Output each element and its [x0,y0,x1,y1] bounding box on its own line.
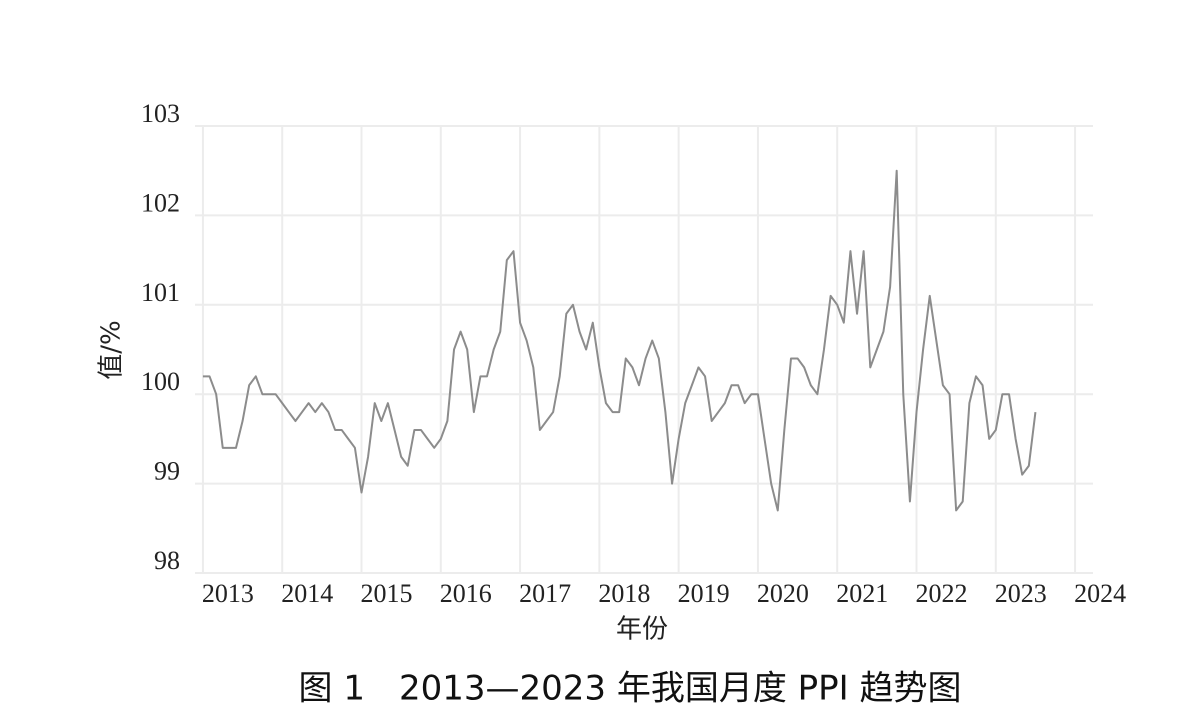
x-tick-label: 2013 [202,579,254,608]
x-tick-label: 2017 [519,579,571,608]
x-tick-label: 2016 [440,579,492,608]
y-tick-label: 103 [141,99,180,128]
y-tick-label: 98 [154,546,180,575]
y-tick-label: 100 [141,367,180,396]
chart-title: 图 1 2013—2023 年我国月度 PPI 趋势图 [299,669,962,709]
y-axis-title: 值/% [97,320,127,379]
x-tick-label: 2023 [995,579,1047,608]
y-tick-label: 101 [141,278,180,307]
x-tick-label: 2014 [281,579,333,608]
data-line [202,169,1037,512]
x-tick-label: 2020 [757,579,809,608]
x-axis-title: 年份 [616,615,668,645]
y-tick-label: 99 [154,457,180,486]
x-tick-label: 2024 [1074,579,1126,608]
x-tick-label: 2021 [836,579,888,608]
x-tick-label: 2015 [361,579,413,608]
y-tick-label: 102 [141,188,180,217]
x-tick-label: 2019 [678,579,730,608]
x-tick-label: 2018 [598,579,650,608]
x-tick-label: 2022 [916,579,968,608]
